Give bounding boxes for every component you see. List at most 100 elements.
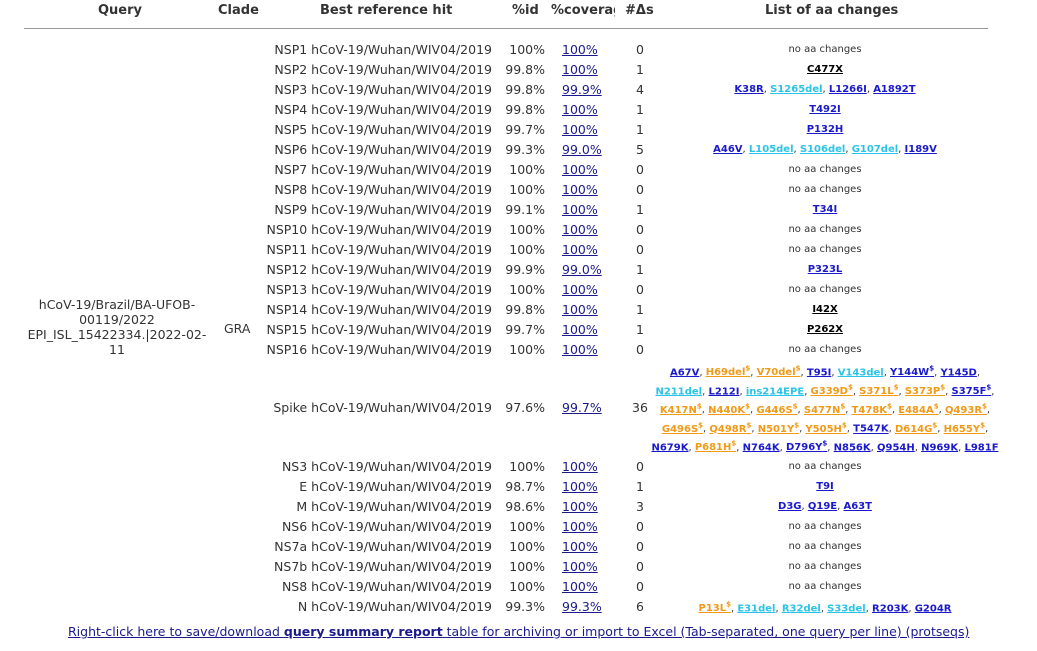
- aa-change-link[interactable]: Y144W$: [890, 365, 934, 378]
- coverage-link[interactable]: 100%: [562, 222, 598, 237]
- aa-change-link[interactable]: Q19E: [808, 501, 837, 512]
- coverage-link[interactable]: 100%: [562, 122, 598, 137]
- aa-change-link[interactable]: S33del: [827, 603, 866, 614]
- coverage-link[interactable]: 99.0%: [562, 262, 602, 277]
- aa-change-link[interactable]: P262X: [807, 324, 843, 335]
- aa-change-link[interactable]: A46V: [713, 144, 742, 155]
- percent-id: 100%: [509, 162, 545, 177]
- aa-change-link[interactable]: P132H: [807, 124, 844, 135]
- aa-change-link[interactable]: P681H$: [695, 440, 736, 453]
- table-row: NS8 hCoV-19/Wuhan/WIV04/2019 100% 100% 0 no …: [0, 577, 1037, 597]
- aa-change-label: A46V: [713, 144, 743, 155]
- aa-change-link[interactable]: T9I: [816, 481, 834, 492]
- coverage-link[interactable]: 99.9%: [562, 82, 602, 97]
- aa-change-link[interactable]: G107del: [852, 144, 898, 155]
- aa-changes-list: D3G, Q19E, A63T: [778, 501, 872, 512]
- aa-change-link[interactable]: N501Y$: [758, 421, 799, 434]
- coverage-link[interactable]: 100%: [562, 519, 598, 534]
- gene-reference: NSP2 hCoV-19/Wuhan/WIV04/2019: [274, 62, 492, 77]
- coverage-link[interactable]: 100%: [562, 322, 598, 337]
- percent-id: 100%: [509, 459, 545, 474]
- aa-change-link[interactable]: N679K: [651, 442, 688, 453]
- aa-change-link[interactable]: S477N$: [804, 402, 845, 415]
- aa-change-link[interactable]: S373P$: [905, 384, 945, 397]
- aa-change-link[interactable]: D614G$: [895, 421, 937, 434]
- coverage-link[interactable]: 100%: [562, 499, 598, 514]
- aa-change-link[interactable]: Q493R$: [945, 402, 987, 415]
- aa-change-link[interactable]: S1265del: [770, 84, 822, 95]
- aa-change-link[interactable]: N211del: [656, 386, 703, 397]
- coverage-link[interactable]: 100%: [562, 302, 598, 317]
- aa-change-link[interactable]: R32del: [782, 603, 821, 614]
- aa-change-link[interactable]: A67V: [670, 367, 699, 378]
- aa-change-link[interactable]: P13L$: [698, 601, 731, 614]
- aa-change-link[interactable]: G339D$: [811, 384, 853, 397]
- aa-change-link[interactable]: T492I: [809, 104, 840, 115]
- coverage-link[interactable]: 99.7%: [562, 400, 602, 415]
- aa-change-link[interactable]: N764K: [743, 442, 780, 453]
- coverage-link[interactable]: 100%: [562, 202, 598, 217]
- aa-change-link[interactable]: I42X: [812, 304, 837, 315]
- aa-change-link[interactable]: V70del$: [757, 365, 801, 378]
- aa-change-link[interactable]: A1892T: [873, 84, 915, 95]
- aa-change-link[interactable]: G446S$: [756, 402, 797, 415]
- aa-change-link[interactable]: E31del: [737, 603, 775, 614]
- percent-id: 100%: [509, 182, 545, 197]
- coverage-link[interactable]: 100%: [562, 342, 598, 357]
- coverage-link[interactable]: 100%: [562, 162, 598, 177]
- aa-change-link[interactable]: Q954H: [877, 442, 915, 453]
- aa-change-link[interactable]: S375F$: [952, 384, 992, 397]
- coverage-link[interactable]: 100%: [562, 102, 598, 117]
- aa-change-label: E31del: [737, 603, 776, 615]
- aa-change-link[interactable]: ins214EPE: [746, 386, 804, 397]
- aa-change-link[interactable]: S106del: [800, 144, 845, 155]
- coverage-link[interactable]: 100%: [562, 282, 598, 297]
- aa-change-link[interactable]: E484A$: [898, 402, 938, 415]
- coverage-link[interactable]: 100%: [562, 62, 598, 77]
- gene-reference: NSP7 hCoV-19/Wuhan/WIV04/2019: [274, 162, 492, 177]
- change-count: 1: [636, 322, 644, 337]
- aa-change-link[interactable]: H69del$: [706, 365, 751, 378]
- coverage-link[interactable]: 100%: [562, 539, 598, 554]
- table-row: NSP5 hCoV-19/Wuhan/WIV04/2019 99.7% 100% 1 P…: [0, 120, 1037, 140]
- aa-change-link[interactable]: N969K: [921, 442, 958, 453]
- aa-change-link[interactable]: H655Y$: [944, 421, 985, 434]
- coverage-link[interactable]: 100%: [562, 459, 598, 474]
- aa-change-link[interactable]: N440K$: [708, 402, 750, 415]
- aa-change-link[interactable]: I189V: [905, 144, 937, 155]
- aa-change-link[interactable]: N856K: [834, 442, 871, 453]
- coverage-link[interactable]: 99.3%: [562, 599, 602, 614]
- aa-change-link[interactable]: T547K: [853, 424, 888, 435]
- aa-change-link[interactable]: G496S$: [662, 421, 703, 434]
- aa-change-link[interactable]: K417N$: [660, 402, 702, 415]
- aa-change-link[interactable]: L981F: [964, 442, 998, 453]
- aa-change-link[interactable]: D3G: [778, 501, 801, 512]
- aa-change-link[interactable]: L1266I: [829, 84, 867, 95]
- aa-change-link[interactable]: C477X: [807, 64, 843, 75]
- aa-change-link[interactable]: Y145D: [940, 367, 976, 378]
- aa-change-link[interactable]: K38R: [734, 84, 763, 95]
- aa-change-link[interactable]: V143del: [838, 367, 884, 378]
- coverage-link[interactable]: 100%: [562, 479, 598, 494]
- coverage-link[interactable]: 100%: [562, 242, 598, 257]
- coverage-link[interactable]: 99.0%: [562, 142, 602, 157]
- table-row: NSP14 hCoV-19/Wuhan/WIV04/2019 99.8% 100% 1…: [0, 300, 1037, 320]
- aa-change-link[interactable]: A63T: [843, 501, 871, 512]
- coverage-link[interactable]: 100%: [562, 579, 598, 594]
- aa-change-link[interactable]: T95I: [807, 367, 831, 378]
- aa-change-link[interactable]: T478K$: [852, 402, 892, 415]
- aa-change-link[interactable]: P323L: [808, 264, 843, 275]
- download-summary-link[interactable]: Right-click here to save/download query …: [68, 624, 969, 639]
- aa-change-link[interactable]: Y505H$: [805, 421, 846, 434]
- aa-change-link[interactable]: R203K: [872, 603, 908, 614]
- coverage-link[interactable]: 100%: [562, 559, 598, 574]
- aa-change-link[interactable]: G204R: [915, 603, 952, 614]
- aa-change-link[interactable]: L105del: [749, 144, 794, 155]
- aa-change-link[interactable]: S371L$: [859, 384, 898, 397]
- coverage-link[interactable]: 100%: [562, 182, 598, 197]
- aa-change-link[interactable]: L212I: [708, 386, 739, 397]
- coverage-link[interactable]: 100%: [562, 42, 598, 57]
- aa-change-link[interactable]: D796Y$: [786, 440, 827, 453]
- aa-change-link[interactable]: Q498R$: [709, 421, 751, 434]
- aa-change-link[interactable]: T34I: [813, 204, 837, 215]
